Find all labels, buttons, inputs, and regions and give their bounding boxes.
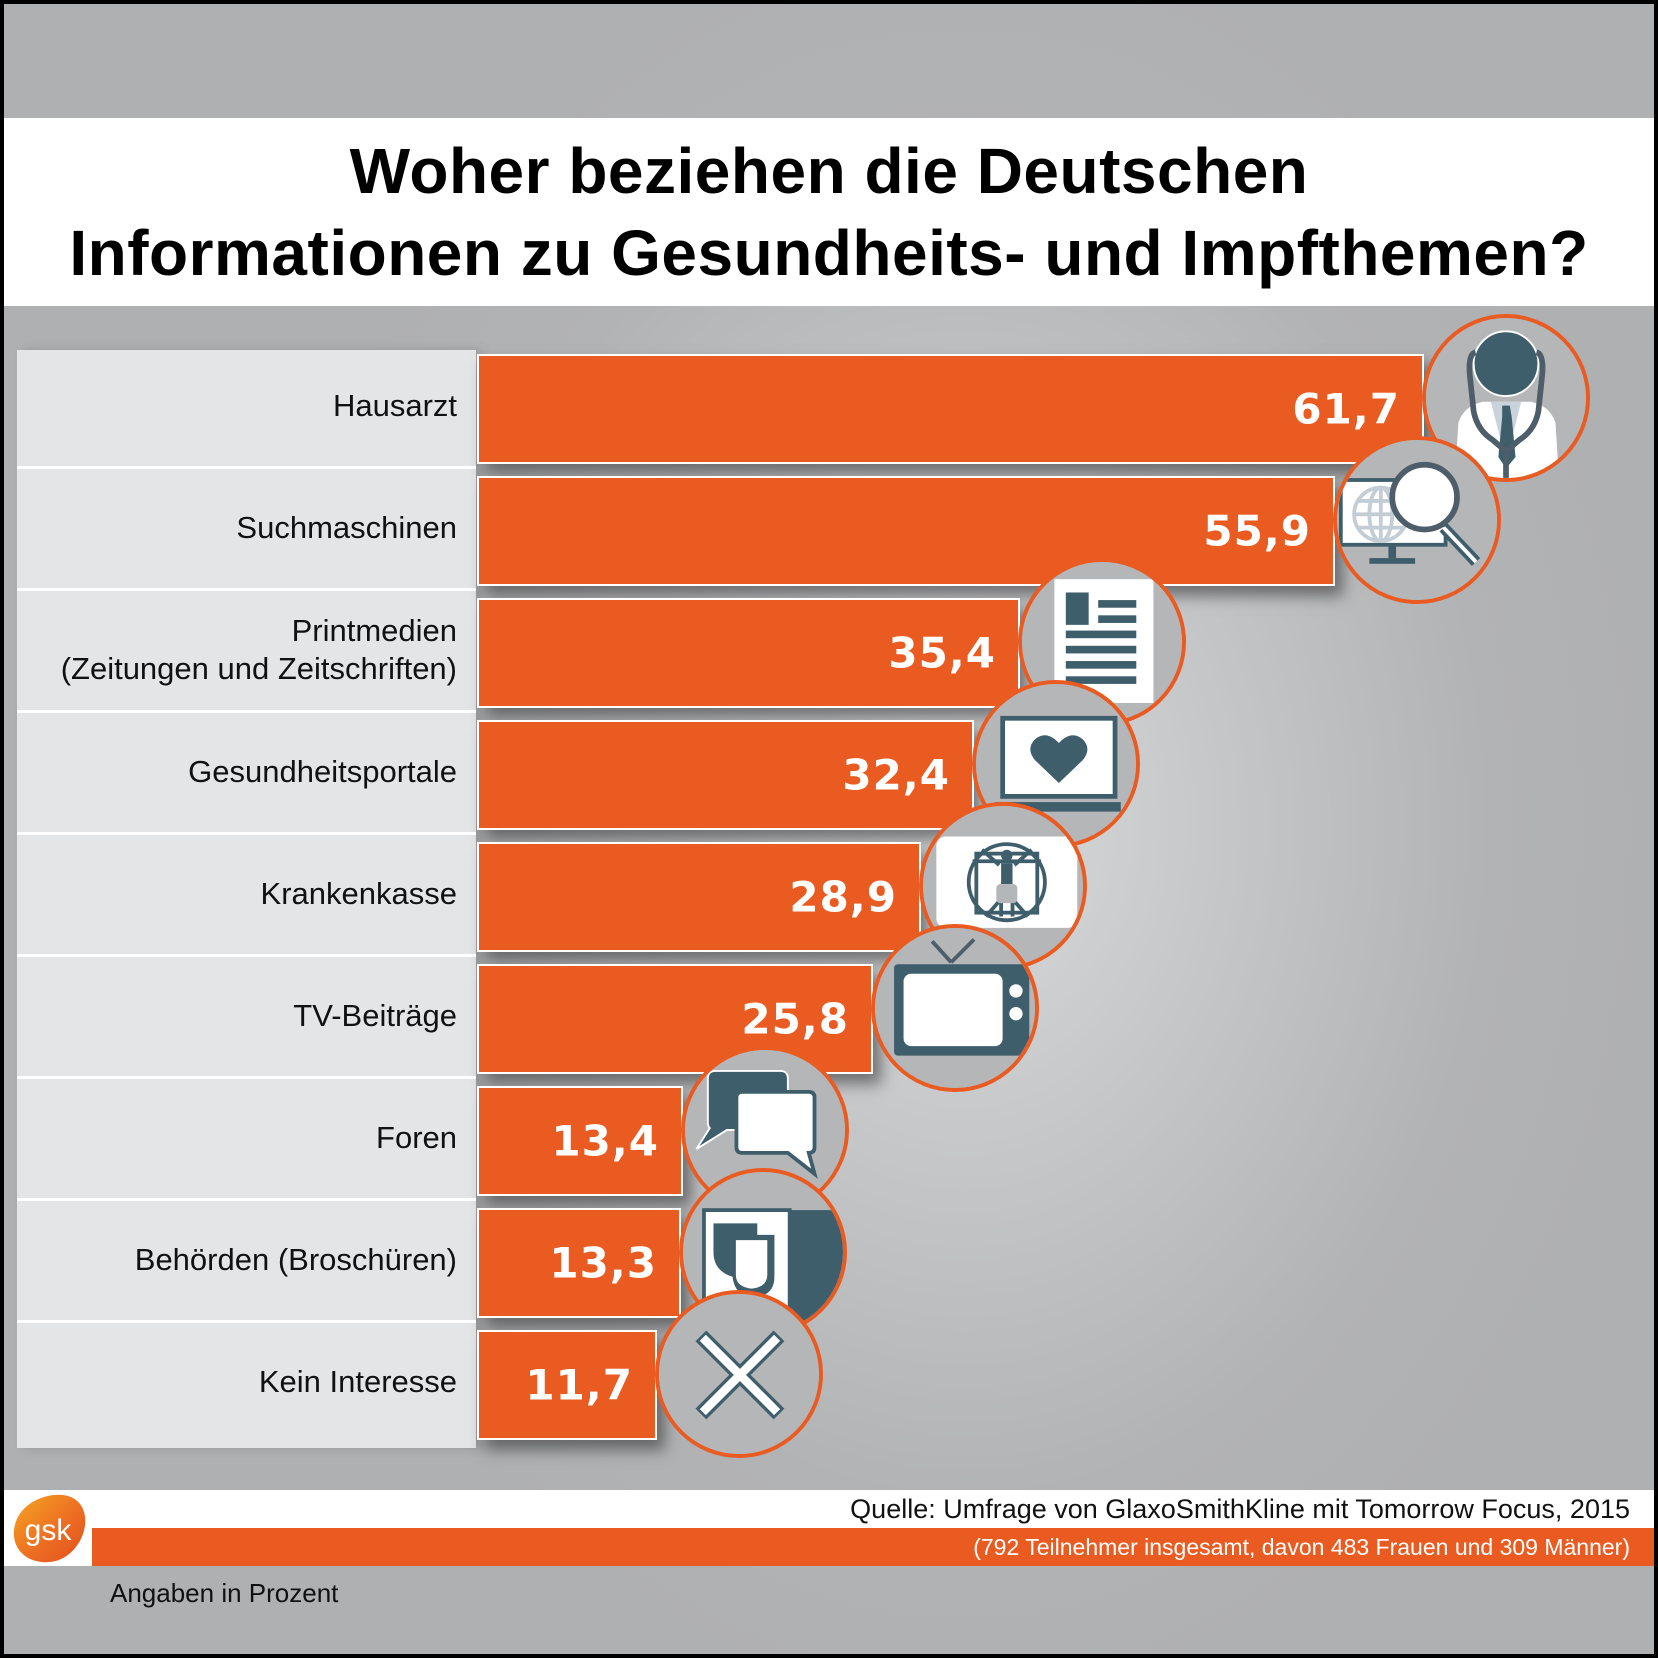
bar-value-label: 13,3 — [549, 1238, 657, 1288]
bar: 32,4 — [477, 720, 974, 830]
doctor-icon — [1422, 314, 1590, 482]
source-note: Quelle: Umfrage von GlaxoSmithKline mit … — [850, 1494, 1630, 1524]
category-label: Foren — [17, 1082, 457, 1194]
participants-note: (792 Teilnehmer insgesamt, davon 483 Fra… — [973, 1534, 1630, 1560]
row-separator — [17, 954, 476, 957]
bar: 28,9 — [477, 842, 921, 952]
category-label-line: Kein Interesse — [258, 1364, 457, 1399]
bar: 13,3 — [477, 1208, 681, 1318]
infographic-frame: Woher beziehen die Deutschen Information… — [4, 4, 1654, 1654]
row-separator — [17, 1320, 476, 1323]
category-label: Suchmaschinen — [17, 472, 457, 584]
category-label-line: Foren — [376, 1120, 457, 1155]
bar: 35,4 — [477, 598, 1020, 708]
bar-value-label: 32,4 — [842, 750, 950, 800]
bar-value-label: 25,8 — [741, 994, 849, 1044]
bar: 61,7 — [477, 354, 1424, 464]
category-label-line: TV-Beiträge — [293, 998, 457, 1033]
gsk-logo: gsk — [4, 1490, 92, 1566]
row-separator — [17, 832, 476, 835]
bar-value-label: 11,7 — [525, 1360, 633, 1410]
category-label: Printmedien (Zeitungen und Zeitschriften) — [17, 594, 457, 706]
bar: 11,7 — [477, 1330, 657, 1440]
category-label: Kein Interesse — [17, 1326, 457, 1438]
category-label-line: Krankenkasse — [260, 876, 457, 911]
row-separator — [17, 710, 476, 713]
x-cross-icon — [655, 1290, 823, 1458]
category-label: TV-Beiträge — [17, 960, 457, 1072]
category-label: Behörden (Broschüren) — [17, 1204, 457, 1316]
bar-value-label: 61,7 — [1292, 384, 1400, 434]
title-band: Woher beziehen die Deutschen Information… — [4, 118, 1654, 306]
bar: 13,4 — [477, 1086, 683, 1196]
row-separator — [17, 1198, 476, 1201]
footer-source-band — [4, 1490, 1654, 1528]
title-line-2: Informationen zu Gesundheits- und Impfth… — [69, 217, 1589, 289]
row-separator — [17, 588, 476, 591]
unit-note: Angaben in Prozent — [110, 1578, 339, 1608]
category-label-line: Behörden (Broschüren) — [134, 1242, 457, 1277]
category-label-line: Printmedien — [291, 613, 457, 648]
bar-value-label: 13,4 — [551, 1116, 659, 1166]
bar-value-label: 28,9 — [789, 872, 897, 922]
category-label-panel — [17, 350, 476, 1448]
category-label: Hausarzt — [17, 350, 457, 462]
row-separator — [17, 466, 476, 469]
bar-value-label: 55,9 — [1203, 506, 1311, 556]
category-label: Gesundheitsportale — [17, 716, 457, 828]
footer-participants-band — [92, 1528, 1654, 1566]
category-label-line: Hausarzt — [332, 388, 457, 423]
row-separator — [17, 1076, 476, 1079]
tv-icon — [871, 924, 1039, 1092]
gsk-logo-icon: gsk — [13, 1494, 86, 1563]
category-label-line: (Zeitungen und Zeitschriften) — [60, 651, 457, 686]
category-label-line: Suchmaschinen — [236, 510, 457, 545]
bar: 55,9 — [477, 476, 1335, 586]
search-monitor-icon — [1333, 436, 1501, 604]
gsk-logo-text: gsk — [25, 1514, 73, 1547]
category-label: Krankenkasse — [17, 838, 457, 950]
title-line-1: Woher beziehen die Deutschen — [349, 135, 1309, 207]
category-label-line: Gesundheitsportale — [188, 754, 457, 789]
bar-value-label: 35,4 — [888, 628, 996, 678]
